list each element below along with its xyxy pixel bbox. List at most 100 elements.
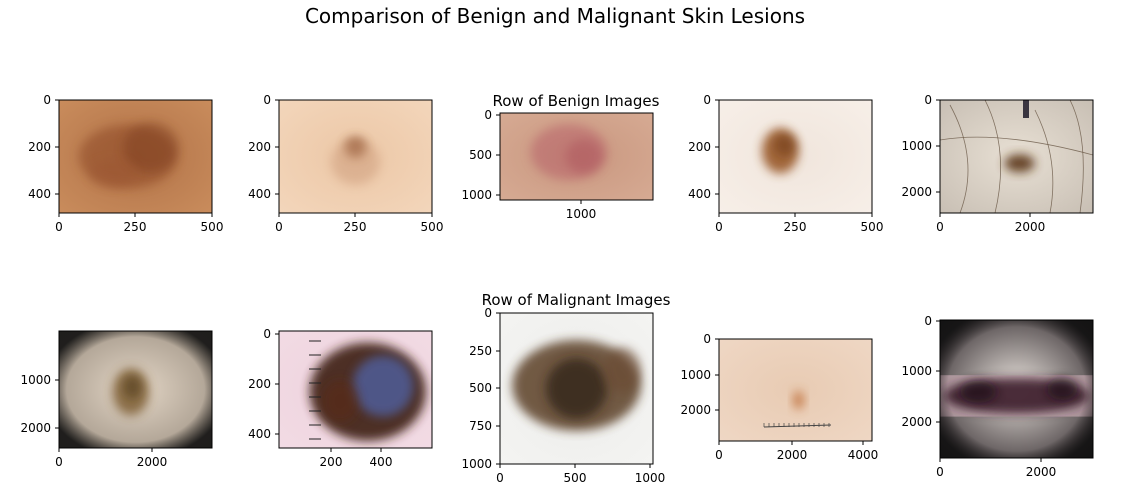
lesion-spot [123,122,179,173]
axes-frame [718,338,873,442]
lesion-spot [321,380,359,423]
x-tick-label: 1000 [635,471,666,485]
y-tick-label: 400 [688,187,711,201]
y-tick-label: 400 [28,187,51,201]
lesion-spot [331,139,380,185]
hair-strand [1034,109,1054,213]
x-tick-label: 2000 [137,455,168,469]
x-tick-label: 0 [275,220,283,234]
x-tick-label: 2000 [1015,220,1046,234]
x-tick-label: 250 [124,220,147,234]
lesion-image [719,100,872,213]
x-tick-label: 0 [55,220,63,234]
x-tick-label: 2000 [777,448,808,462]
y-tick-label: 0 [43,93,51,107]
panel-benign-2: 0 250 500 0 200 400 [248,93,443,234]
y-tick-label: 2000 [680,403,711,417]
y-tick-label: 2000 [901,415,932,429]
row-label-benign: Row of Benign Images [493,92,660,110]
y-tick-label: 0 [263,93,271,107]
y-tick-label: 1000 [901,364,932,378]
y-tick-label: 2000 [901,185,932,199]
dermoscope-vignette [940,320,1093,458]
lesion-spot [352,355,414,417]
panel-malignant-5: 0 2000 0 1000 2000 [901,314,1094,479]
lesion-image [279,100,432,213]
row-label-malignant: Row of Malignant Images [482,291,671,309]
lesion-spot [545,358,608,419]
lesion-spot [793,391,804,410]
y-tick-label: 500 [469,381,492,395]
panel-malignant-3: 0 500 1000 0 250 500 750 1000 [461,306,665,485]
x-tick-label: 2000 [1026,465,1057,479]
figure-title: Comparison of Benign and Malignant Skin … [305,4,805,28]
lesion-image [719,339,872,441]
x-tick-label: 200 [320,455,343,469]
y-tick-label: 1000 [680,368,711,382]
axes-frame [939,319,1094,459]
hair-strand [949,104,969,213]
x-tick-label: 0 [496,471,504,485]
y-tick-label: 400 [248,427,271,441]
x-tick-label: 500 [421,220,444,234]
x-tick-label: 0 [715,220,723,234]
y-tick-label: 200 [248,377,271,391]
y-tick-label: 200 [688,140,711,154]
y-tick-label: 0 [703,332,711,346]
hair-strand [984,100,1002,213]
lesion-spot [774,133,796,157]
x-tick-label: 0 [936,465,944,479]
y-tick-label: 1000 [20,373,51,387]
x-tick-label: 0 [55,455,63,469]
panel-benign-4: 0 250 500 0 200 400 [688,93,883,234]
lesion-image [279,331,432,448]
x-tick-label: 500 [201,220,224,234]
lesion-spot [565,139,603,174]
y-tick-label: 0 [924,314,932,328]
ruler-line [763,424,832,428]
y-tick-label: 2000 [20,421,51,435]
y-tick-label: 500 [469,148,492,162]
lesion-spot [89,159,136,188]
panel-benign-3: 1000 0 500 1000 [461,108,654,221]
lesion-image [940,100,1093,213]
panel-malignant-2: 200 400 0 200 400 [248,327,433,469]
x-tick-label: 1000 [566,207,597,221]
y-tick-label: 0 [703,93,711,107]
dermoscope-vignette [59,331,212,448]
x-tick-label: 250 [344,220,367,234]
lesion-image [500,313,653,464]
axes-frame [499,112,654,201]
y-tick-label: 200 [248,140,271,154]
panel-benign-5: 0 2000 0 1000 2000 [901,93,1094,234]
lesion-image [59,100,212,213]
panel-malignant-4: 0 2000 4000 0 1000 2000 [680,332,878,462]
y-tick-label: 1000 [461,188,492,202]
x-tick-label: 0 [715,448,723,462]
lesion-image [59,331,212,448]
instrument-tip [1023,100,1029,118]
y-tick-label: 0 [263,327,271,341]
lesion-image [940,320,1093,458]
y-tick-label: 1000 [461,457,492,471]
y-tick-label: 1000 [901,139,932,153]
axes-frame [939,99,1094,214]
x-tick-label: 500 [564,471,587,485]
x-tick-label: 500 [861,220,884,234]
lesion-spot [1004,154,1035,173]
x-tick-label: 0 [936,220,944,234]
image-background [719,339,872,441]
y-tick-label: 250 [469,344,492,358]
x-tick-label: 250 [784,220,807,234]
x-tick-label: 400 [370,455,393,469]
y-tick-label: 0 [484,306,492,320]
hair-strand [940,136,1093,156]
y-tick-label: 400 [248,187,271,201]
axes-frame [58,330,213,449]
x-tick-label: 4000 [848,448,879,462]
y-tick-label: 0 [924,93,932,107]
lesion-image [500,113,653,200]
y-tick-label: 750 [469,419,492,433]
panel-benign-1: 0 250 500 0 200 400 [28,93,223,234]
